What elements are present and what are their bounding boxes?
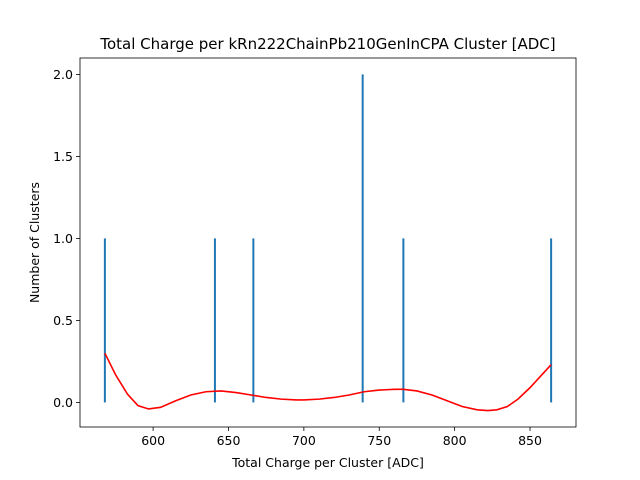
bar-4 — [402, 238, 405, 403]
y-axis-label: Number of Clusters — [27, 182, 42, 303]
y-tick-label: 1.5 — [53, 149, 73, 164]
bar-3 — [361, 74, 364, 403]
plot-area — [80, 58, 576, 427]
fit-curve — [104, 352, 552, 412]
x-axis: 600 650 700 750 800 850 — [141, 427, 542, 448]
x-tick-label: 800 — [443, 433, 467, 448]
bar-1 — [213, 238, 216, 403]
bar-2 — [252, 238, 255, 403]
x-tick-label: 600 — [141, 433, 165, 448]
bars — [103, 74, 553, 403]
bar-5 — [550, 238, 553, 403]
y-tick-label: 0.5 — [53, 313, 73, 328]
y-tick-label: 0.0 — [53, 395, 73, 410]
chart-title: Total Charge per kRn222ChainPb210GenInCP… — [99, 35, 555, 53]
plot-background — [80, 58, 576, 427]
x-tick-label: 650 — [217, 433, 241, 448]
x-tick-label: 750 — [367, 433, 391, 448]
y-axis: 0.0 0.5 1.0 1.5 2.0 — [53, 67, 80, 410]
y-tick-label: 2.0 — [53, 67, 73, 82]
x-tick-label: 850 — [518, 433, 542, 448]
y-tick-label: 1.0 — [53, 231, 73, 246]
bar-0 — [103, 238, 106, 403]
plot-frame — [79, 57, 577, 428]
x-tick-label: 700 — [292, 433, 316, 448]
x-axis-label: Total Charge per Cluster [ADC] — [231, 455, 424, 470]
